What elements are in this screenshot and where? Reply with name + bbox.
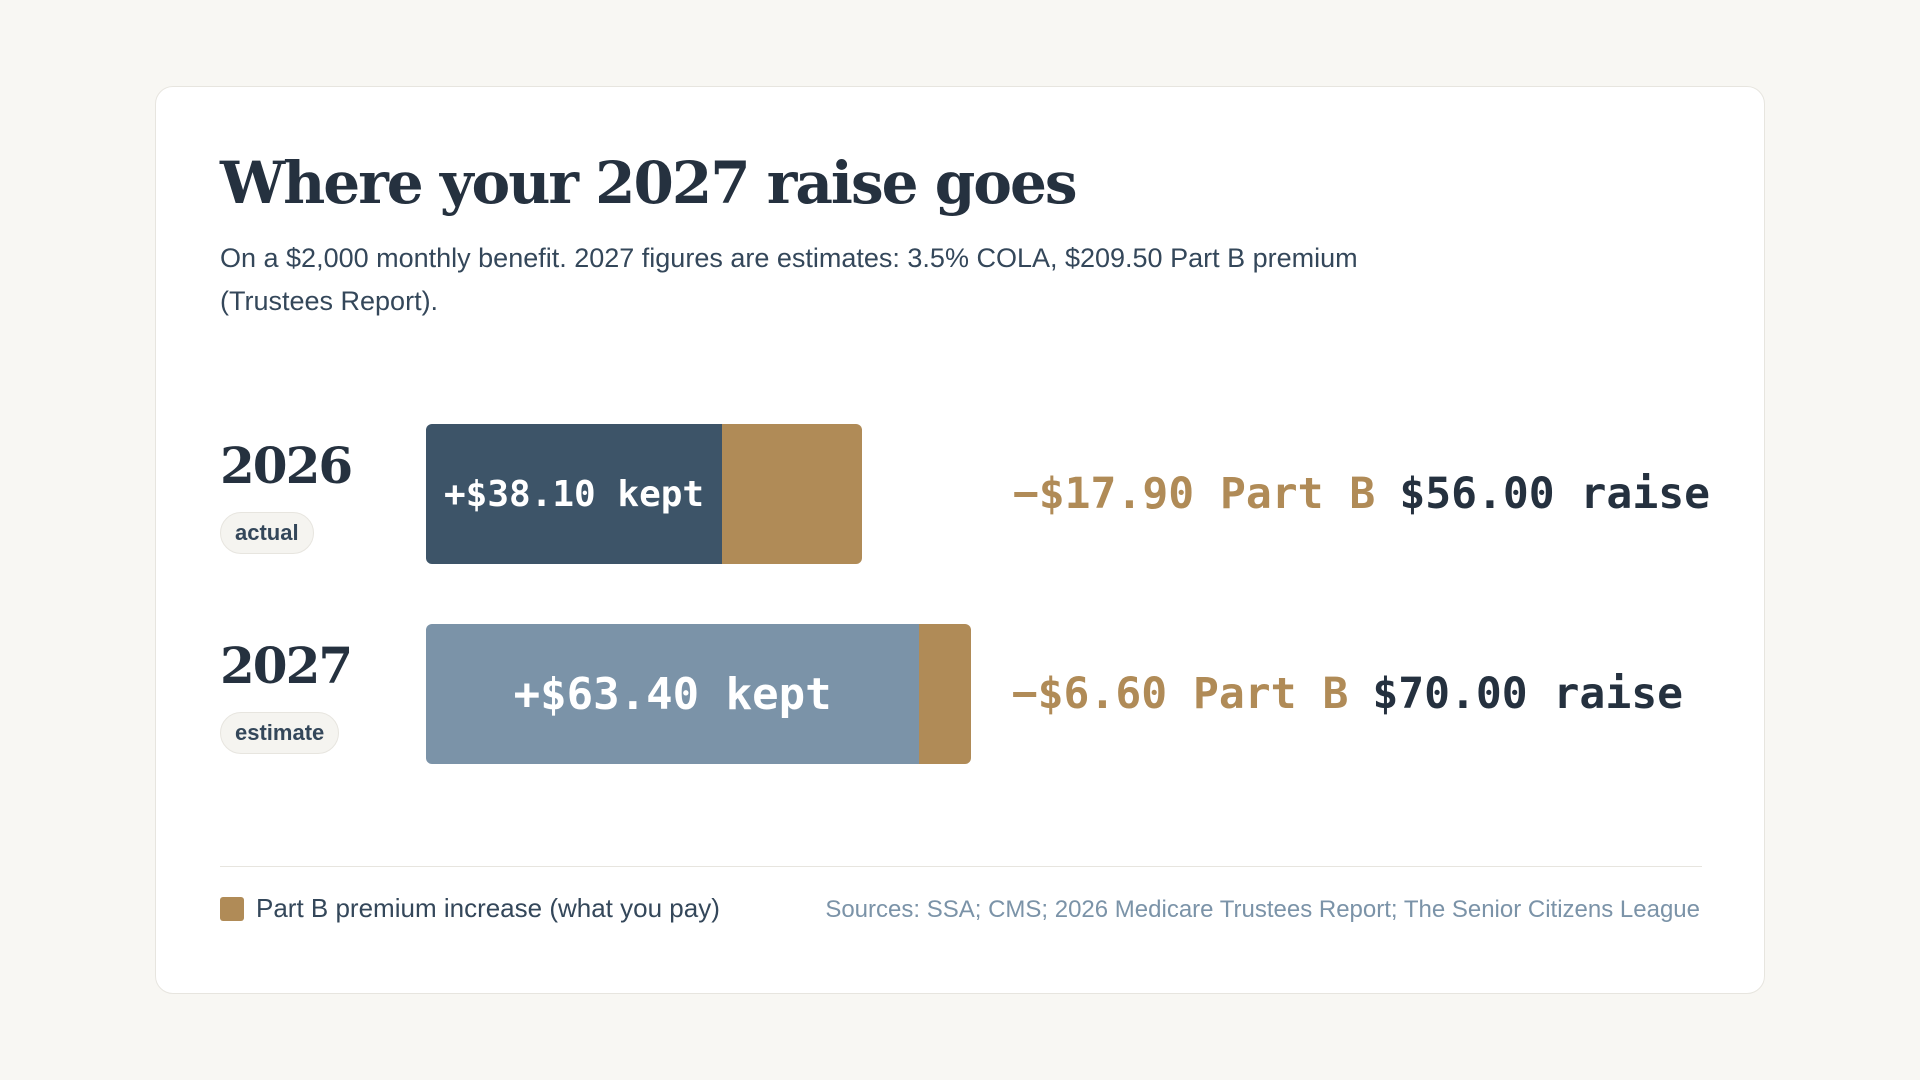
chart-legend: Part B premium increase (what you pay) bbox=[220, 893, 720, 924]
stacked-bar-2026: +$38.10 kept bbox=[426, 424, 862, 564]
legend-label-partb: Part B premium increase (what you pay) bbox=[256, 893, 720, 923]
chart-subtitle: On a $2,000 monthly benefit. 2027 figure… bbox=[220, 243, 1358, 316]
chart-title: Where your 2027 raise goes bbox=[220, 149, 1077, 217]
partb-value-2026: −$17.90 Part B bbox=[1012, 469, 1376, 519]
raise-value-2027: $70.00 raise bbox=[1372, 669, 1683, 719]
value-labels-2026: −$17.90 Part B $56.00 raise bbox=[1013, 424, 1710, 564]
year-badge-actual: actual bbox=[220, 512, 314, 554]
bar-row-2026: 2026 actual +$38.10 kept −$17.90 Part B … bbox=[220, 424, 1710, 564]
chart-card: Where your 2027 raise goes On a $2,000 m… bbox=[155, 86, 1765, 994]
raise-value-2026: $56.00 raise bbox=[1399, 469, 1710, 519]
bar-segment-partb-2026 bbox=[722, 424, 862, 564]
bar-segment-kept-2027: +$63.40 kept bbox=[426, 624, 920, 764]
legend-swatch-partb bbox=[220, 896, 244, 921]
bar-segment-partb-2027 bbox=[919, 624, 971, 764]
year-label-2026: 2026 bbox=[220, 436, 353, 495]
stacked-bar-2027: +$63.40 kept bbox=[426, 624, 971, 764]
year-badge-estimate: estimate bbox=[220, 712, 340, 754]
bar-row-2027: 2027 estimate +$63.40 kept −$6.60 Part B… bbox=[220, 624, 1710, 764]
value-labels-2027: −$6.60 Part B $70.00 raise bbox=[1012, 624, 1683, 764]
bar-segment-kept-2026: +$38.10 kept bbox=[426, 424, 723, 564]
year-label-2027: 2027 bbox=[220, 636, 353, 695]
footer-divider bbox=[220, 866, 1702, 867]
sources-note: Sources: SSA; CMS; 2026 Medicare Trustee… bbox=[825, 896, 1700, 923]
partb-value-2027: −$6.60 Part B bbox=[1011, 669, 1349, 719]
